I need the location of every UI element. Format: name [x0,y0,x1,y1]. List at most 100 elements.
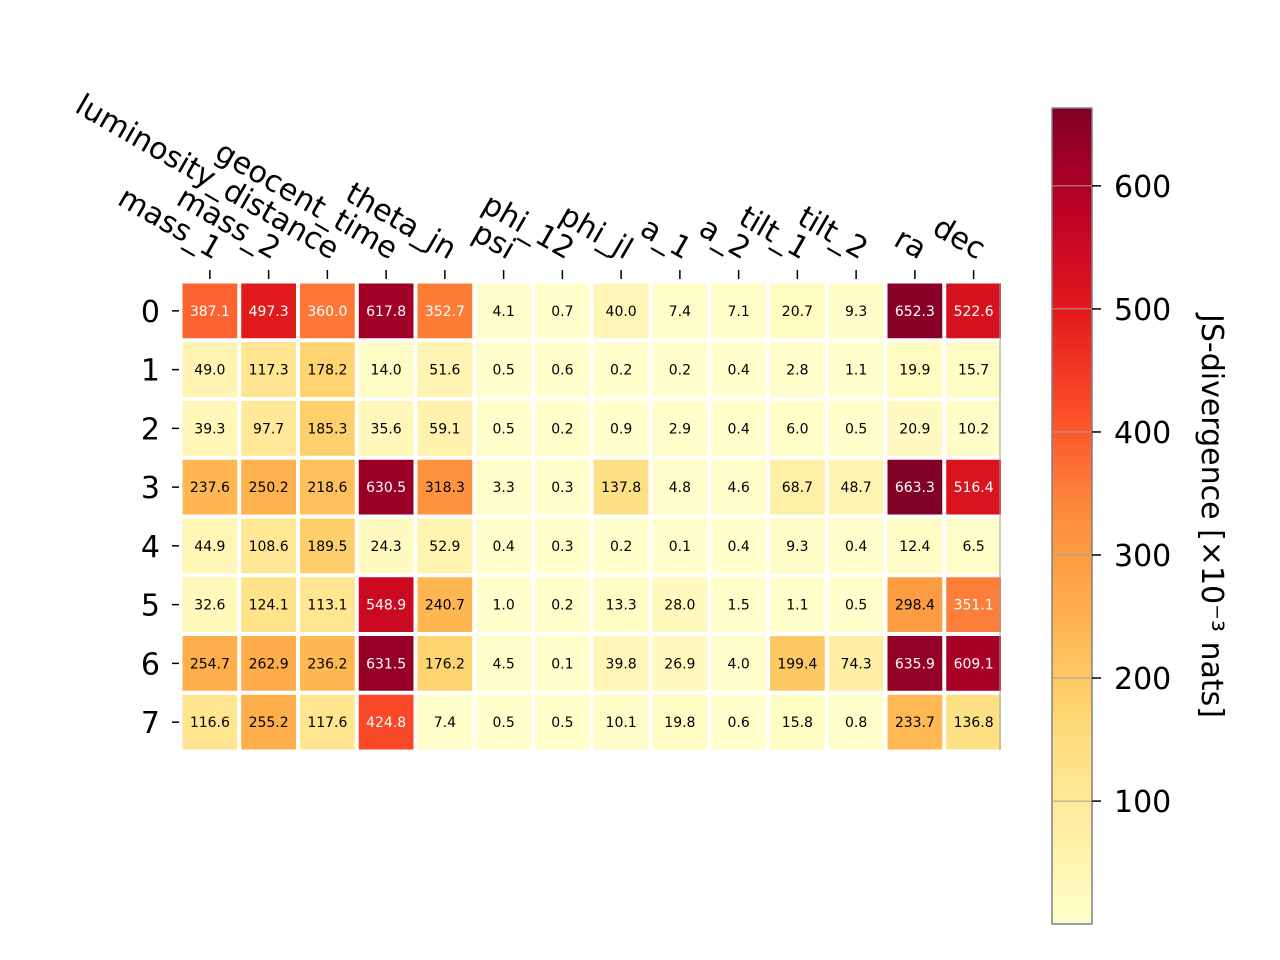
cell-value-label: 609.1 [954,656,994,672]
cell-value-label: 14.0 [371,363,402,379]
heatmap-cell [593,283,649,339]
heatmap-cell [535,401,590,456]
cell-value-label: 12.4 [899,539,930,555]
colorbar-tick-label: 300 [1114,539,1171,574]
heatmap-cell [887,577,943,632]
heatmap-cell [535,518,590,574]
heatmap-cell [300,636,355,691]
cell-value-label: 0.6 [551,363,573,379]
heatmap-cell [476,577,531,632]
colorbar-tick-label: 500 [1114,293,1171,328]
heatmap-cell [946,342,1001,397]
cell-value-label: 240.7 [425,598,465,614]
heatmap-cell [711,283,766,339]
heatmap-cell [828,342,884,397]
heatmap-cell [652,636,708,691]
heatmap-cell [417,518,473,574]
cell-value-label: 0.5 [551,715,573,731]
cell-value-label: 116.6 [190,715,230,731]
heatmap-cell [770,577,825,632]
cell-value-label: 136.8 [954,715,994,731]
cell-value-label: 7.4 [669,304,691,320]
cell-value-label: 0.4 [492,539,514,555]
heatmap-cell [828,636,884,691]
cell-value-label: 9.3 [845,304,867,320]
x-tick-label: ra [888,221,932,267]
heatmap-cell [358,518,414,574]
heatmap-cell [476,636,531,691]
cell-value-label: 1.5 [727,598,749,614]
heatmap-cell [593,459,649,515]
heatmap-cell [711,518,766,574]
heatmap-cell [241,518,296,574]
heatmap-cell [358,577,414,632]
heatmap-cell [182,694,238,750]
y-tick-label: 0 [141,295,160,330]
cell-value-label: 97.7 [253,421,284,437]
cell-value-label: 663.3 [895,480,935,496]
heatmap-cell [828,694,884,750]
heatmap-cells: 387.1 497.3 360.0 617.8 352.7 4.1 0.7 40.0 7.4 7.… [182,283,1001,750]
cell-value-label: 74.3 [841,656,872,672]
cell-value-label: 28.0 [664,598,695,614]
cell-value-label: 108.6 [249,539,289,555]
cell-value-label: 0.2 [551,421,573,437]
cell-value-label: 0.5 [492,715,514,731]
x-axis: mass_1mass_2luminosity_distancegeocent_t… [69,88,991,279]
heatmap-cell [358,459,414,515]
cell-value-label: 2.9 [669,421,691,437]
heatmap-cell [593,518,649,574]
cell-value-label: 4.1 [492,304,514,320]
heatmap-cell [300,401,355,456]
cell-value-label: 117.3 [249,363,289,379]
heatmap-cell [652,342,708,397]
cell-value-label: 1.1 [845,363,867,379]
cell-value-label: 24.3 [371,539,402,555]
cell-value-label: 176.2 [425,656,465,672]
cell-value-label: 10.2 [958,421,989,437]
colorbar: 100 200 300 400 500 600 [1051,107,1171,925]
heatmap-cell [887,518,943,574]
cell-value-label: 352.7 [425,304,465,320]
heatmap-cell [770,518,825,574]
heatmap-cell [828,577,884,632]
heatmap-cell [182,577,238,632]
heatmap-cell [358,283,414,339]
heatmap-cell [417,401,473,456]
heatmap-cell [182,342,238,397]
cell-value-label: 10.1 [606,715,637,731]
cell-value-label: 13.3 [606,598,637,614]
y-tick-label: 4 [141,530,160,565]
heatmap-cell [652,518,708,574]
heatmap-cell [770,694,825,750]
heatmap-cell [593,342,649,397]
heatmap-cell [241,342,296,397]
heatmap-cell [535,283,590,339]
cell-value-label: 0.2 [610,363,632,379]
heatmap-cell [300,694,355,750]
cell-value-label: 9.3 [786,539,808,555]
heatmap-cell [946,636,1001,691]
heatmap-cell [300,577,355,632]
heatmap-cell [711,577,766,632]
cell-value-label: 0.2 [610,539,632,555]
cell-value-label: 250.2 [249,480,289,496]
heatmap-cell [770,342,825,397]
cell-value-label: 199.4 [777,656,817,672]
heatmap-cell [358,342,414,397]
colorbar-tick-label: 100 [1114,785,1171,820]
cell-value-label: 6.5 [962,539,984,555]
cell-value-label: 631.5 [366,656,406,672]
heatmap-cell [241,283,296,339]
cell-value-label: 0.5 [845,598,867,614]
y-axis: 0 1 2 3 4 5 6 7 [141,295,179,741]
heatmap-cell [241,577,296,632]
heatmap-cell [652,577,708,632]
cell-value-label: 387.1 [190,304,230,320]
heatmap-cell [535,636,590,691]
y-tick-label: 6 [141,647,160,682]
y-tick-label: 7 [141,706,160,741]
cell-value-label: 298.4 [895,598,935,614]
cell-value-label: 124.1 [249,598,289,614]
cell-value-label: 48.7 [841,480,872,496]
